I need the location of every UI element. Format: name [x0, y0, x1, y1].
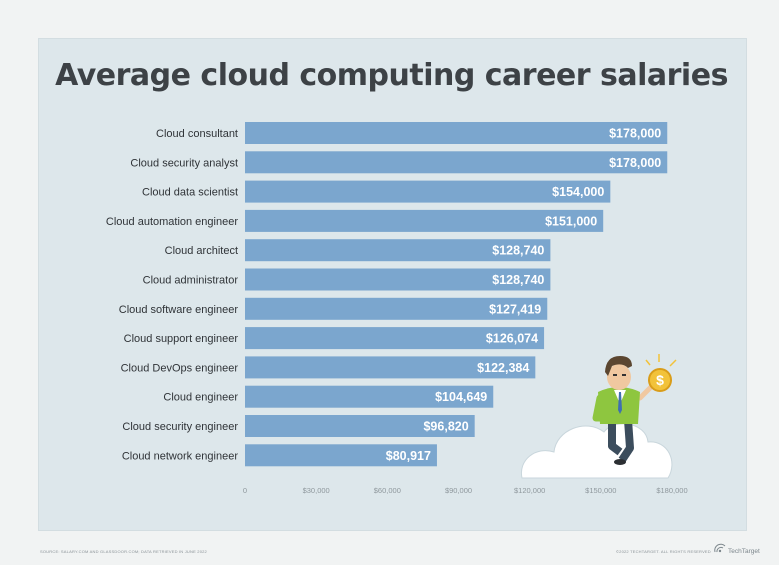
- bar: [245, 356, 536, 379]
- bar: [245, 209, 604, 232]
- bar: [245, 151, 668, 174]
- value-label: $178,000: [609, 156, 661, 170]
- value-label: $122,384: [477, 361, 529, 375]
- category-label: Cloud security engineer: [122, 421, 238, 433]
- techtarget-logo-icon: [714, 543, 726, 553]
- bar: [245, 297, 548, 320]
- x-tick-label: 0: [243, 486, 247, 495]
- x-tick-label: $90,000: [445, 486, 472, 495]
- category-label: Cloud administrator: [143, 275, 239, 287]
- category-label: Cloud architect: [165, 245, 238, 257]
- bar: [245, 180, 611, 203]
- category-label: Cloud network engineer: [122, 450, 239, 462]
- businessman-on-cloud-icon: $: [520, 354, 677, 479]
- bar: [245, 122, 668, 144]
- chart-title: Average cloud computing career salaries: [55, 58, 728, 93]
- value-label: $154,000: [552, 185, 604, 199]
- category-label: Cloud data scientist: [142, 187, 238, 199]
- bar: [245, 268, 551, 291]
- x-tick-label: $150,000: [585, 486, 616, 495]
- bar: [245, 415, 475, 437]
- category-label: Cloud automation engineer: [106, 216, 238, 228]
- category-label: Cloud engineer: [163, 392, 238, 404]
- value-label: $80,917: [386, 449, 431, 463]
- bar: [245, 327, 545, 350]
- bar: [245, 385, 494, 408]
- value-label: $127,419: [489, 302, 541, 316]
- value-label: $126,074: [486, 332, 538, 346]
- value-label: $104,649: [435, 390, 487, 404]
- source-note: SOURCE: SALARY.COM AND GLASSDOOR.COM; DA…: [40, 549, 207, 554]
- category-label: Cloud support engineer: [124, 333, 239, 345]
- x-tick-label: $180,000: [656, 486, 687, 495]
- value-label: $96,820: [423, 420, 468, 434]
- value-label: $128,740: [492, 273, 544, 287]
- x-axis: 0 $30,000 $60,000 $90,000 $120,000 $150,000 $1…: [243, 486, 688, 495]
- bars-layer: Cloud consultant $178,000 Cloud security a…: [106, 122, 668, 467]
- value-label: $151,000: [545, 214, 597, 228]
- brand-name: TechTarget: [728, 548, 760, 555]
- bar: [245, 239, 551, 262]
- category-label: Cloud security analyst: [130, 157, 238, 169]
- x-tick-label: $60,000: [374, 486, 401, 495]
- x-tick-label: $120,000: [514, 486, 545, 495]
- brand-logo: TechTarget: [713, 543, 760, 555]
- copyright-note: ©2022 TECHTARGET. ALL RIGHTS RESERVED: [616, 549, 711, 554]
- x-tick-label: $30,000: [303, 486, 330, 495]
- coin-symbol: $: [656, 372, 664, 388]
- category-label: Cloud consultant: [156, 128, 238, 140]
- value-label: $178,000: [609, 127, 661, 141]
- value-label: $128,740: [492, 244, 544, 258]
- bar: [245, 444, 437, 467]
- category-label: Cloud software engineer: [119, 304, 239, 316]
- category-label: Cloud DevOps engineer: [121, 362, 239, 374]
